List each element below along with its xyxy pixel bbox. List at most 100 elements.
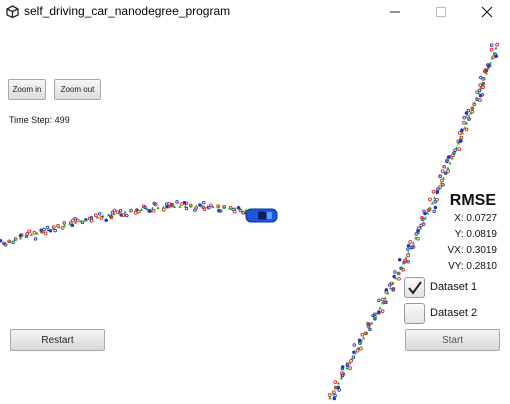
dataset-2-checkbox[interactable]: [404, 303, 425, 324]
lidar-measurement-marker: [420, 216, 424, 220]
radar-measurement-marker: [406, 247, 410, 252]
radar-measurement-marker: [207, 205, 211, 210]
radar-measurement-marker: [357, 338, 362, 342]
estimate-marker: [469, 111, 473, 115]
radar-measurement-marker: [3, 242, 8, 247]
lidar-measurement-marker: [403, 259, 407, 263]
close-button[interactable]: [464, 0, 510, 24]
estimate-marker: [364, 331, 368, 335]
estimate-marker: [456, 141, 461, 145]
estimate-marker: [488, 61, 492, 65]
radar-measurement-marker: [494, 54, 499, 59]
restart-button[interactable]: Restart: [10, 329, 105, 351]
lidar-measurement-marker: [478, 83, 483, 87]
lidar-measurement-marker: [397, 276, 401, 281]
estimate-marker: [178, 204, 182, 208]
dataset-1-checkbox[interactable]: [404, 277, 425, 298]
zoom-out-button[interactable]: Zoom out: [54, 79, 101, 100]
radar-measurement-marker: [480, 92, 484, 97]
lidar-measurement-marker: [367, 322, 372, 327]
radar-measurement-marker: [406, 243, 411, 248]
lidar-measurement-marker: [115, 210, 120, 214]
lidar-measurement-marker: [208, 203, 213, 208]
estimate-marker: [492, 51, 496, 55]
estimate-marker: [238, 207, 243, 211]
lidar-measurement-marker: [358, 346, 363, 351]
lidar-measurement-marker: [435, 197, 439, 202]
rmse-title: RMSE: [449, 192, 496, 209]
radar-measurement-marker: [201, 200, 206, 205]
radar-measurement-marker: [170, 203, 174, 207]
estimate-marker: [339, 376, 343, 380]
estimate-marker: [128, 209, 133, 213]
estimate-marker: [430, 201, 434, 205]
radar-measurement-marker: [433, 205, 438, 210]
estimate-marker: [394, 276, 398, 280]
estimate-marker: [233, 206, 237, 210]
estimate-marker: [426, 211, 430, 215]
estimate-marker: [328, 396, 332, 400]
minimize-icon: [390, 11, 400, 13]
radar-measurement-marker: [42, 227, 46, 232]
estimate-marker: [361, 336, 366, 340]
lidar-measurement-marker: [151, 208, 156, 213]
lidar-measurement-marker: [121, 213, 126, 217]
estimate-marker: [454, 146, 458, 150]
estimate-marker: [480, 81, 485, 85]
minimize-button[interactable]: [372, 0, 418, 24]
maximize-button[interactable]: [418, 0, 464, 24]
lidar-measurement-marker: [133, 210, 138, 215]
lidar-measurement-marker: [457, 147, 461, 152]
zoom-in-button[interactable]: Zoom in: [8, 79, 46, 100]
estimate-marker: [342, 371, 346, 375]
radar-measurement-marker: [410, 245, 414, 250]
radar-measurement-marker: [0, 238, 3, 243]
estimate-marker: [106, 213, 111, 217]
radar-measurement-marker: [336, 385, 340, 390]
radar-measurement-marker: [460, 128, 464, 132]
radar-measurement-marker: [193, 208, 197, 212]
radar-measurement-marker: [11, 240, 15, 244]
radar-measurement-marker: [377, 298, 381, 303]
radar-measurement-marker: [477, 88, 482, 93]
lidar-measurement-marker: [428, 197, 432, 202]
estimate-marker: [216, 205, 221, 209]
radar-measurement-marker: [466, 108, 471, 113]
radar-measurement-marker: [345, 363, 350, 367]
estimate-marker: [345, 366, 349, 370]
window-title: self_driving_car_nanodegree_program: [24, 4, 231, 18]
car-icon: [245, 208, 278, 223]
radar-measurement-marker: [432, 209, 436, 214]
estimate-marker: [331, 391, 335, 395]
estimate-marker: [29, 233, 34, 237]
start-button[interactable]: Start: [405, 329, 500, 351]
estimate-marker: [194, 204, 199, 208]
estimate-marker: [446, 166, 450, 170]
estimate-marker: [383, 296, 387, 300]
estimate-marker: [476, 91, 481, 95]
estimate-marker: [40, 229, 45, 233]
lidar-measurement-marker: [470, 109, 475, 114]
estimate-marker: [200, 204, 204, 208]
estimate-marker: [471, 106, 475, 110]
estimate-marker: [90, 216, 94, 220]
radar-measurement-marker: [110, 210, 115, 215]
estimate-marker: [359, 341, 363, 345]
lidar-measurement-marker: [481, 85, 485, 90]
radar-measurement-marker: [433, 199, 437, 204]
estimate-marker: [478, 86, 483, 90]
checkmark-icon: [408, 281, 422, 295]
lidar-measurement-marker: [87, 216, 92, 221]
estimate-marker: [134, 208, 138, 212]
lidar-measurement-marker: [360, 332, 365, 337]
radar-measurement-marker: [486, 63, 490, 67]
radar-measurement-marker: [184, 206, 189, 211]
estimate-marker: [348, 361, 352, 365]
radar-measurement-marker: [435, 190, 440, 194]
lidar-measurement-marker: [75, 218, 80, 223]
radar-measurement-marker: [73, 216, 77, 221]
radar-measurement-marker: [148, 209, 152, 213]
radar-measurement-marker: [352, 343, 357, 347]
radar-measurement-marker: [445, 159, 449, 164]
